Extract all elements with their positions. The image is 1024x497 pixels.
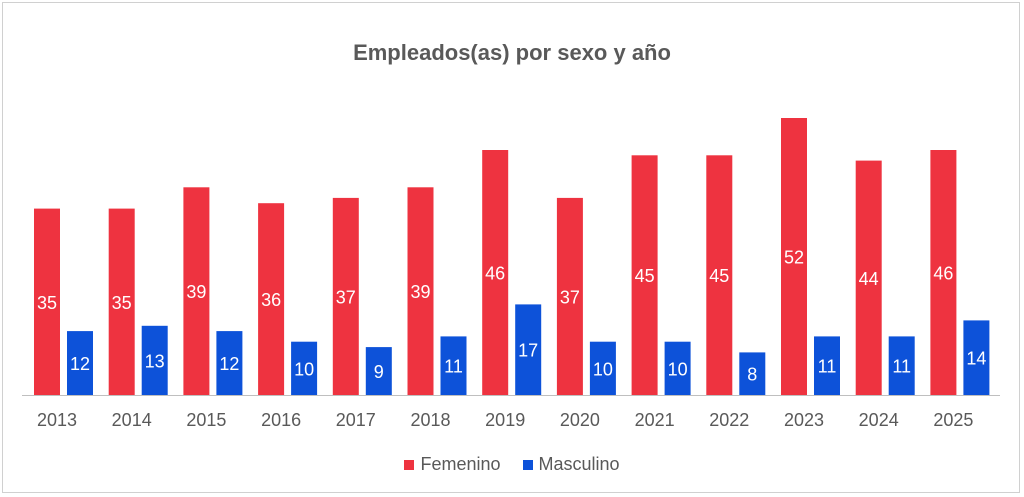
x-tick-label-2018: 2018 [410, 410, 450, 430]
data-label-femenino-2017: 37 [336, 288, 356, 308]
data-label-masculino-2020: 10 [593, 359, 613, 379]
bar-masculino-2022 [739, 352, 766, 395]
data-label-femenino-2013: 35 [37, 293, 57, 313]
bar-masculino-2020 [589, 341, 616, 395]
legend-item-femenino: Femenino [404, 454, 501, 475]
x-tick-label-2023: 2023 [784, 410, 824, 430]
data-label-masculino-2019: 17 [518, 341, 538, 361]
data-label-masculino-2025: 14 [966, 349, 986, 369]
bar-masculino-2025 [963, 320, 990, 395]
bar-femenino-2022 [706, 155, 733, 395]
data-label-masculino-2021: 10 [668, 359, 688, 379]
data-label-masculino-2024: 11 [892, 357, 911, 377]
data-label-masculino-2013: 12 [70, 354, 90, 374]
legend-item-masculino: Masculino [522, 454, 620, 475]
data-label-femenino-2014: 35 [112, 293, 132, 313]
bar-femenino-2014 [108, 208, 135, 395]
bar-femenino-2024 [855, 160, 882, 395]
x-tick-label-2014: 2014 [112, 410, 152, 430]
data-label-femenino-2022: 45 [709, 266, 729, 286]
bar-femenino-2023 [781, 118, 807, 395]
bar-masculino-2013 [67, 331, 93, 395]
x-tick-label-2022: 2022 [709, 410, 749, 430]
bar-femenino-2021 [631, 155, 658, 395]
legend-label-femenino: Femenino [420, 454, 501, 474]
data-label-femenino-2025: 46 [933, 264, 953, 284]
bar-masculino-2016 [291, 341, 318, 395]
data-label-masculino-2015: 12 [219, 354, 239, 374]
bar-masculino-2019 [515, 304, 542, 395]
bar-masculino-2014 [141, 325, 168, 396]
bar-femenino-2017 [332, 197, 359, 395]
data-label-masculino-2016: 10 [294, 359, 314, 379]
data-label-femenino-2021: 45 [635, 266, 655, 286]
bar-masculino-2015 [216, 331, 243, 395]
x-tick-label-2015: 2015 [186, 410, 226, 430]
x-tick-label-2020: 2020 [560, 410, 600, 430]
bar-femenino-2018 [407, 187, 434, 396]
data-label-femenino-2016: 36 [261, 290, 281, 310]
data-label-masculino-2018: 11 [444, 357, 463, 377]
data-label-femenino-2015: 39 [186, 282, 206, 302]
bar-femenino-2015 [183, 187, 210, 396]
bar-femenino-2020 [556, 197, 583, 395]
data-label-masculino-2017: 9 [374, 362, 384, 382]
data-label-masculino-2022: 8 [747, 365, 757, 385]
x-tick-label-2025: 2025 [933, 410, 973, 430]
bar-masculino-2017 [365, 347, 392, 395]
x-tick-label-2016: 2016 [261, 410, 301, 430]
bar-femenino-2019 [482, 150, 509, 395]
x-tick-label-2017: 2017 [336, 410, 376, 430]
data-label-femenino-2019: 46 [485, 264, 505, 284]
data-label-femenino-2020: 37 [560, 288, 580, 308]
x-tick-label-2019: 2019 [485, 410, 525, 430]
legend-label-masculino: Masculino [538, 454, 620, 474]
data-label-femenino-2018: 39 [410, 282, 430, 302]
bar-femenino-2016 [258, 203, 285, 395]
legend-swatch-femenino [404, 459, 415, 470]
chart-title: Empleados(as) por sexo y año [353, 40, 671, 65]
chart-legend: Femenino Masculino [0, 454, 1024, 475]
x-tick-label-2021: 2021 [635, 410, 675, 430]
legend-swatch-masculino [522, 459, 533, 470]
bar-masculino-2018 [440, 336, 467, 395]
bar-masculino-2021 [664, 341, 691, 395]
x-tick-label-2024: 2024 [859, 410, 899, 430]
bar-femenino-2025 [930, 150, 957, 395]
data-label-masculino-2014: 13 [145, 351, 165, 371]
data-label-femenino-2024: 44 [859, 269, 879, 289]
bar-femenino-2013 [34, 208, 60, 395]
bar-masculino-2024 [888, 336, 915, 395]
data-label-masculino-2023: 11 [818, 357, 837, 377]
x-tick-label-2013: 2013 [37, 410, 77, 430]
data-label-femenino-2023: 52 [784, 248, 804, 268]
bar-masculino-2023 [814, 336, 840, 395]
